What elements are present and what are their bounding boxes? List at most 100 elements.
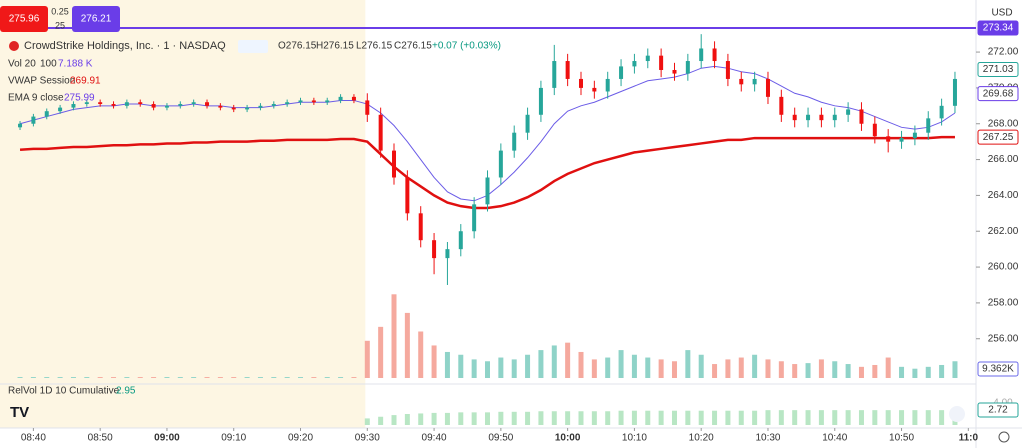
candle-body: [71, 104, 76, 108]
y-tick-label: 268.00: [988, 118, 1019, 129]
candle-body: [952, 78, 957, 106]
volume-bar: [244, 377, 250, 378]
candle-body: [672, 69, 677, 74]
relvol-bar: [605, 411, 611, 425]
candle-body: [578, 78, 583, 88]
volume-bar: [351, 377, 357, 378]
candle-body: [912, 132, 917, 139]
candle-body: [939, 105, 944, 119]
volume-bar: [17, 377, 23, 378]
relvol-bar: [471, 412, 477, 425]
relvol-bar: [671, 410, 677, 425]
candle-body: [245, 107, 250, 110]
volume-bar: [444, 351, 450, 378]
candle-body: [765, 78, 770, 97]
x-tick-label: 08:50: [88, 433, 113, 444]
volume-bar: [311, 377, 317, 378]
x-tick-label: 09:20: [288, 433, 313, 444]
relvol-bar: [832, 410, 838, 425]
candle-body: [725, 61, 730, 79]
flag[interactable]: [238, 40, 268, 53]
volume-bar: [631, 354, 637, 378]
candle-body: [84, 102, 89, 105]
candle-body: [325, 100, 330, 103]
sell-price: 275.96: [9, 14, 40, 25]
volume-bar: [685, 350, 691, 378]
volume-bar: [324, 377, 330, 378]
candle-body: [659, 55, 664, 70]
vol-value: 7.188 K: [58, 59, 93, 70]
volume-bar: [137, 377, 143, 378]
relvol-bar: [738, 410, 744, 425]
relvol-bar: [658, 410, 664, 425]
relvol-bar: [631, 410, 637, 425]
buy-button[interactable]: [72, 6, 120, 32]
relvol-bar: [498, 411, 504, 425]
volume-bar: [418, 331, 424, 378]
relvol-bar: [939, 410, 945, 425]
price-label: 267.25: [983, 132, 1014, 143]
x-tick-label: 10:40: [822, 433, 847, 444]
sell-button[interactable]: [0, 6, 48, 32]
relvol-bar: [618, 410, 624, 425]
candle-body: [605, 78, 610, 92]
relvol-bar: [872, 410, 878, 425]
scroll-button[interactable]: [949, 406, 965, 422]
candle-body: [271, 104, 276, 106]
relvol-label: RelVol 1D 10 Cumulative: [8, 386, 120, 397]
volume-bar: [591, 359, 597, 378]
volume-bar: [70, 377, 76, 378]
x-tick-label: 10:50: [889, 433, 914, 444]
relvol-bar: [818, 410, 824, 425]
candle-body: [832, 114, 837, 121]
candle-body: [432, 240, 437, 259]
volume-bar: [538, 350, 544, 378]
candle-body: [258, 105, 263, 108]
volume-bar: [752, 354, 758, 378]
candle-body: [619, 66, 624, 79]
volume-bar: [338, 377, 344, 378]
candle-body: [365, 100, 370, 115]
volume-bar: [605, 357, 611, 378]
candle-body: [18, 123, 23, 128]
volume-bar: [84, 377, 90, 378]
x-tick-label: 09:40: [422, 433, 447, 444]
ohlc-o: O276.15: [278, 41, 317, 52]
volume-bar: [391, 294, 397, 378]
volume-bar: [124, 377, 130, 378]
volume-bar: [698, 354, 704, 378]
relvol-bar: [485, 412, 490, 425]
volume-bar: [618, 350, 624, 378]
volume-bar: [725, 359, 731, 378]
relvol-bar: [645, 410, 651, 425]
candle-body: [712, 48, 717, 62]
ema-value: 275.99: [64, 93, 95, 104]
volume-bar: [378, 326, 384, 378]
ema-label: EMA 9 close: [8, 93, 64, 104]
volume-bar: [792, 364, 798, 378]
settings-button[interactable]: [998, 431, 1010, 443]
relvol-bar: [885, 410, 891, 425]
candle-body: [111, 104, 116, 106]
symbol: CrowdStrike Holdings, Inc. · 1 · NASDAQ: [24, 40, 226, 52]
relvol-bar: [698, 410, 704, 425]
relvol-bar: [899, 410, 905, 425]
volume-bar: [925, 366, 931, 378]
premarket-shade: [0, 0, 366, 428]
relvol-bar: [431, 412, 437, 425]
relvol-bar: [778, 410, 784, 425]
relvol-bar: [578, 411, 584, 425]
volume-bar: [217, 377, 223, 378]
x-tick-label: 08:40: [21, 433, 46, 444]
volume-bar: [257, 377, 263, 378]
candle-body: [512, 132, 517, 151]
price-label-box: [977, 20, 1019, 36]
volume-bar: [284, 377, 290, 378]
ohlc-c: C276.15: [394, 41, 432, 52]
volume-bar: [738, 357, 744, 378]
ohlc-l: L276.15: [356, 41, 393, 52]
candle-body: [538, 87, 543, 115]
volume-bar: [818, 359, 824, 378]
volume-bar: [645, 357, 651, 378]
